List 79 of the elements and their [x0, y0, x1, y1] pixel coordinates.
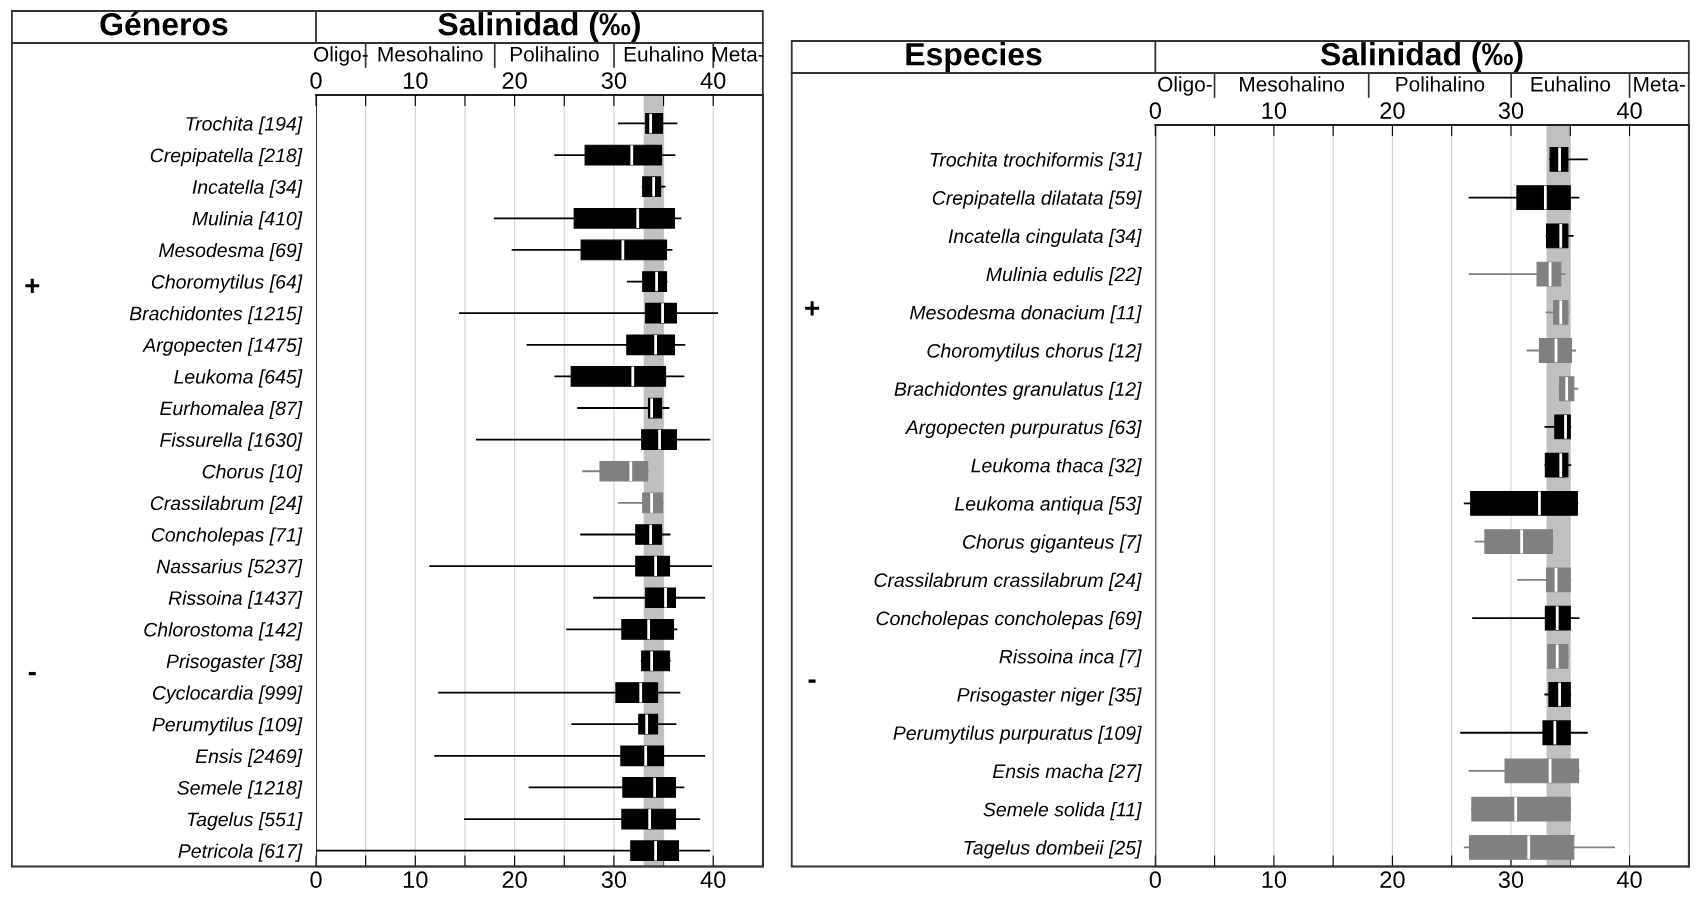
text: +	[805, 301, 820, 316]
y-tick-label: Mesodesma donacium [11]	[910, 305, 1142, 324]
x2-tick-label: 30	[601, 72, 627, 89]
y-tick-label: Eurhomalea [87]	[160, 400, 303, 420]
y-tick-label: Tagelus [551]	[187, 812, 303, 831]
y-tick-label: Mulinia edulis [22]	[986, 267, 1142, 286]
y-tick-label: Trochita [194]	[186, 116, 303, 135]
x2-tick-label: 0	[310, 72, 322, 89]
x2-tick-label: 30	[1498, 102, 1524, 119]
y-tick-label: Chlorostoma [142]	[144, 622, 303, 641]
y-tick-label: Argopecten [1475]	[142, 337, 303, 356]
y-tick-label: Perumytilus [109]	[152, 717, 303, 736]
y-tick-label: Rissoina inca [7]	[999, 649, 1142, 668]
y-tick-label: Mesodesma [69]	[158, 242, 303, 262]
y-tick-label: Tagelus dombeii [25]	[964, 840, 1142, 859]
y-tick-label: Leukoma [645]	[174, 369, 303, 388]
y-tick-label: Concholepas concholepas [69]	[876, 611, 1142, 630]
y-tick-label: Crepipatella [218]	[150, 148, 303, 167]
y-tick-label: Crassilabrum crassilabrum [24]	[874, 572, 1142, 591]
y-tick-label: Concholepas [71]	[151, 527, 303, 546]
y-tick-label: Brachidontes [1215]	[129, 306, 303, 325]
x2-tick-label: 40	[1616, 102, 1642, 119]
text: Polihalino	[510, 46, 599, 62]
y-tick-label: Prisogaster niger [35]	[957, 687, 1142, 706]
y-tick-label: Crassilabrum [24]	[150, 495, 303, 514]
text: Euhalino	[1531, 76, 1611, 92]
text: Oligo-	[1158, 76, 1212, 96]
text: Polihalino	[1396, 76, 1485, 92]
x-tick-label: 10	[1262, 871, 1287, 889]
y-tick-label: Incatella [34]	[192, 179, 303, 198]
y-tick-label: Leukoma antiqua [53]	[955, 496, 1142, 515]
text: Euhalino	[624, 46, 704, 62]
text: -	[28, 671, 36, 676]
y-tick-label: Petricola [617]	[178, 843, 303, 862]
y-tick-label: Crepipatella dilatata [59]	[932, 190, 1142, 209]
x-tick-label: 0	[310, 871, 322, 889]
y-axis-title: Especies	[906, 42, 1042, 72]
y-tick-label: Semele solida [11]	[983, 802, 1142, 821]
x2-tick-label: 40	[700, 72, 726, 89]
y-tick-label: Chorus giganteus [7]	[963, 534, 1142, 553]
y-tick-label: Semele [1218]	[177, 780, 303, 799]
y-tick-label: Argopecten purpuratus [63]	[904, 419, 1142, 439]
y-tick-label: Trochita trochiformis [31]	[930, 152, 1142, 171]
text: Mesohalino	[378, 46, 483, 62]
x2-tick-label: 20	[1380, 102, 1405, 119]
y-tick-label: Brachidontes granulatus [12]	[894, 381, 1142, 400]
y-tick-label: Ensis macha [27]	[992, 763, 1142, 783]
chart-title: Salinidad (‰)	[1320, 42, 1523, 72]
x2-tick-label: 20	[502, 72, 527, 89]
y-tick-label: Prisogaster [38]	[166, 653, 303, 673]
text: +	[25, 278, 40, 293]
x-tick-label: 10	[403, 871, 428, 889]
y-tick-label: Choromytilus [64]	[151, 274, 303, 293]
x-tick-label: 40	[700, 871, 726, 889]
x-tick-label: 20	[1380, 871, 1405, 889]
x2-tick-label: 10	[403, 72, 428, 89]
x-tick-label: 30	[601, 871, 627, 889]
y-tick-label: Fissurella [1630]	[160, 432, 303, 451]
y-tick-label: Mulinia [410]	[192, 211, 303, 230]
x-tick-label: 20	[502, 871, 527, 889]
chart-title: Salinidad (‰)	[438, 12, 640, 42]
x-tick-label: 40	[1616, 871, 1642, 889]
y-tick-label: Ensis [2469]	[195, 748, 303, 767]
y-tick-label: Choromytilus chorus [12]	[927, 343, 1142, 362]
x-tick-label: 30	[1498, 871, 1524, 889]
y-tick-label: Perumytilus purpuratus [109]	[893, 725, 1142, 744]
text: -	[808, 679, 816, 683]
x2-tick-label: 10	[1262, 102, 1287, 119]
y-tick-label: Chorus [10]	[202, 464, 303, 483]
y-tick-label: Leukoma thaca [32]	[971, 458, 1142, 477]
y-tick-label: Incatella cingulata [34]	[948, 228, 1142, 247]
x-tick-label: 0	[1149, 871, 1161, 889]
y-axis-title: Géneros	[100, 11, 228, 36]
text: Meta-	[1634, 77, 1685, 92]
text: Mesohalino	[1240, 76, 1345, 92]
y-tick-label: Rissoina [1437]	[168, 590, 303, 609]
y-tick-label: Cyclocardia [999]	[152, 685, 303, 704]
y-tick-label: Nassarius [5237]	[156, 559, 303, 578]
x2-tick-label: 0	[1149, 102, 1161, 119]
